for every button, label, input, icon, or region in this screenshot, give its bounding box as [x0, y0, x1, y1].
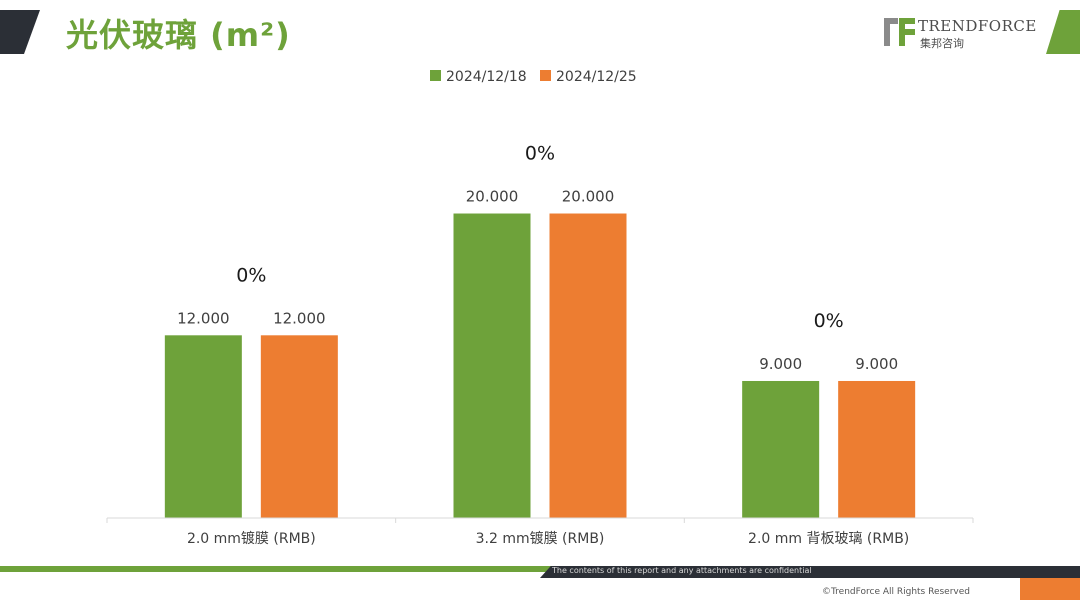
- data-label: 9.000: [855, 355, 898, 373]
- legend-label: 2024/12/18: [446, 69, 527, 85]
- x-tick-label: 3.2 mm镀膜 (RMB): [476, 530, 605, 547]
- brand-logo-block: TRENDFORCE 集邦咨询: [884, 16, 1037, 50]
- copyright-text: ©TrendForce All Rights Reserved: [822, 587, 970, 597]
- bar-2-2: [549, 213, 627, 519]
- x-axis: 2.0 mm镀膜 (RMB) 3.2 mm镀膜 (RMB) 2.0 mm 背板玻璃 …: [106, 517, 974, 547]
- page-number-tab: [1020, 578, 1080, 600]
- data-label: 9.000: [759, 355, 802, 373]
- change-label: 0%: [814, 310, 844, 332]
- legend-swatch: [430, 70, 441, 81]
- data-label: 12.000: [177, 309, 230, 327]
- bar-2-3: [838, 380, 916, 518]
- bar-1-3: [742, 380, 820, 518]
- brand-subtitle: 集邦咨询: [920, 37, 964, 50]
- footer-dark-band: [540, 566, 1080, 578]
- bar-1-1: [164, 335, 242, 518]
- x-tick-label: 2.0 mm镀膜 (RMB): [187, 530, 316, 547]
- bar-1-2: [453, 213, 531, 519]
- trendforce-logo-icon: [884, 18, 915, 46]
- data-label: 20.000: [562, 188, 615, 206]
- change-label: 0%: [236, 264, 266, 286]
- page-title: 光伏玻璃 (m²): [66, 16, 291, 54]
- bar-2-1: [260, 335, 338, 518]
- footer-band: [0, 566, 1080, 572]
- data-label: 12.000: [273, 309, 326, 327]
- confidentiality-notice: The contents of this report and any atta…: [552, 566, 812, 575]
- chart-legend: 2024/12/18 2024/12/25: [430, 69, 637, 85]
- data-label: 20.000: [466, 188, 519, 206]
- change-label: 0%: [525, 143, 555, 165]
- legend-label: 2024/12/25: [556, 69, 637, 85]
- brand-name: TRENDFORCE: [918, 17, 1037, 35]
- legend-swatch: [540, 70, 551, 81]
- x-tick-label: 2.0 mm 背板玻璃 (RMB): [748, 530, 909, 547]
- chart-bars: 12.000 12.000 0% 20.000 20.000 0% 9.000 9.000 0%: [164, 143, 916, 519]
